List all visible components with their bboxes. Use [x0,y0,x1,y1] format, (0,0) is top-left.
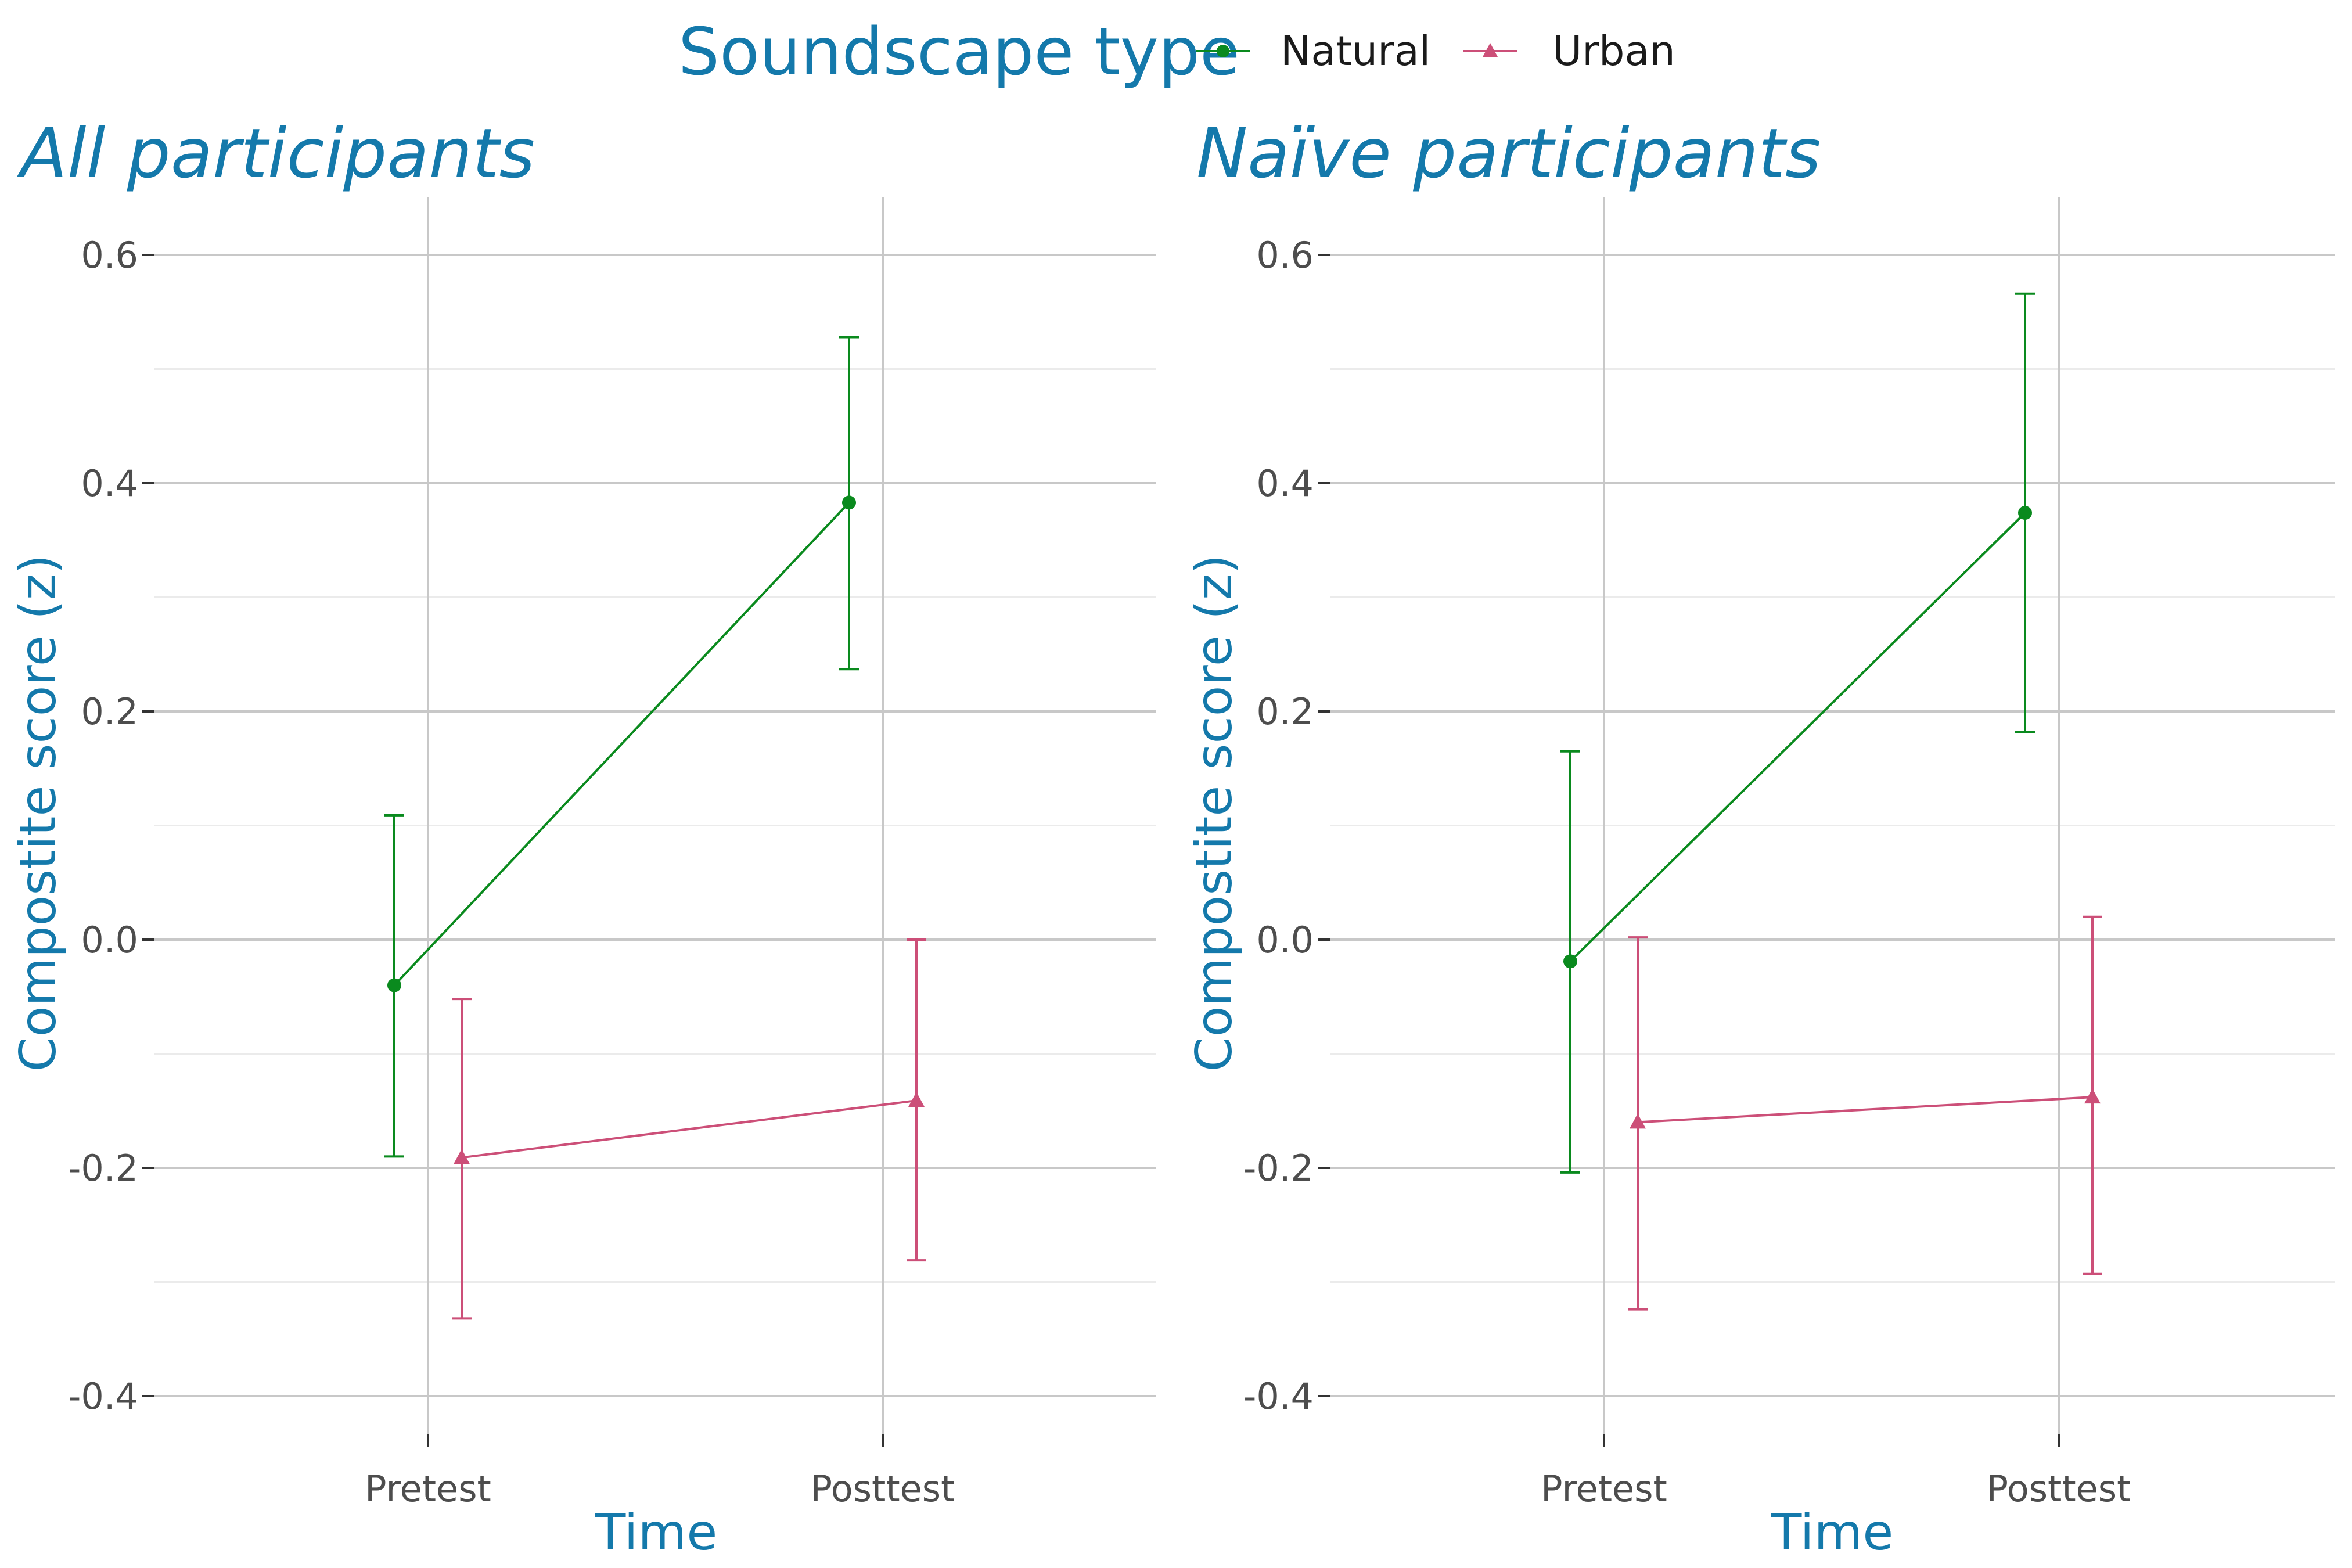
series-line-natural [393,502,850,986]
legend-item-natural[interactable]: Natural [1196,27,1430,75]
legend-natural-marker [1217,45,1229,57]
data-point-natural [387,978,401,992]
data-point-natural [1563,954,1577,969]
x-tick-label: Pretest [365,1468,491,1510]
panel-title: All participants [16,113,535,193]
x-axis-title: Time [595,1504,717,1562]
y-tick-label: 0.6 [1256,234,1314,276]
y-tick-label: -0.2 [1243,1147,1314,1189]
panel-naive-participants: Naïve participants 0.6 0.4 0.2 0.0 -0.2 -0.4 Pr… [1185,113,2335,1562]
y-tick-label: -0.2 [68,1147,138,1189]
series-line-natural [1569,512,2026,962]
y-tick-label: 0.2 [1256,691,1314,733]
data-point-urban [908,1092,925,1107]
data-point-natural [2018,506,2032,520]
panel-all-participants: All participants 0.6 0.4 0.2 0.0 -0.2 -0.4 Pret… [9,113,1156,1562]
x-tick-label: Posttest [811,1468,955,1510]
y-tick-label: 0.0 [81,919,138,961]
y-tick-label: 0.2 [81,691,138,733]
legend-urban-marker [1483,43,1498,57]
series-line-urban [1637,1096,2093,1124]
legend-item-urban[interactable]: Urban [1463,27,1675,75]
data-point-urban [1630,1113,1646,1129]
y-axis-title: Compostite score (z) [9,555,67,1072]
legend-title: Soundscape type [678,15,1240,90]
legend-urban-label: Urban [1552,27,1675,75]
data-point-urban [2084,1088,2101,1104]
legend-natural-label: Natural [1281,27,1430,75]
y-tick-label: 0.4 [1256,462,1314,505]
x-axis-title: Time [1771,1504,1893,1562]
x-tick-label: Pretest [1541,1468,1667,1510]
x-tick-label: Posttest [1987,1468,2131,1510]
y-tick-label: 0.6 [81,234,138,276]
panel-title: Naïve participants [1196,113,1821,193]
y-tick-label: 0.4 [81,462,138,505]
y-tick-label: 0.0 [1256,919,1314,961]
series-line-urban [461,1099,917,1159]
legend: Soundscape type Natural Urban [678,15,1675,90]
y-tick-label: -0.4 [68,1375,138,1418]
y-axis-title: Compostite score (z) [1185,555,1243,1072]
data-point-natural [842,495,856,510]
data-point-urban [454,1149,470,1164]
y-tick-label: -0.4 [1243,1375,1314,1418]
